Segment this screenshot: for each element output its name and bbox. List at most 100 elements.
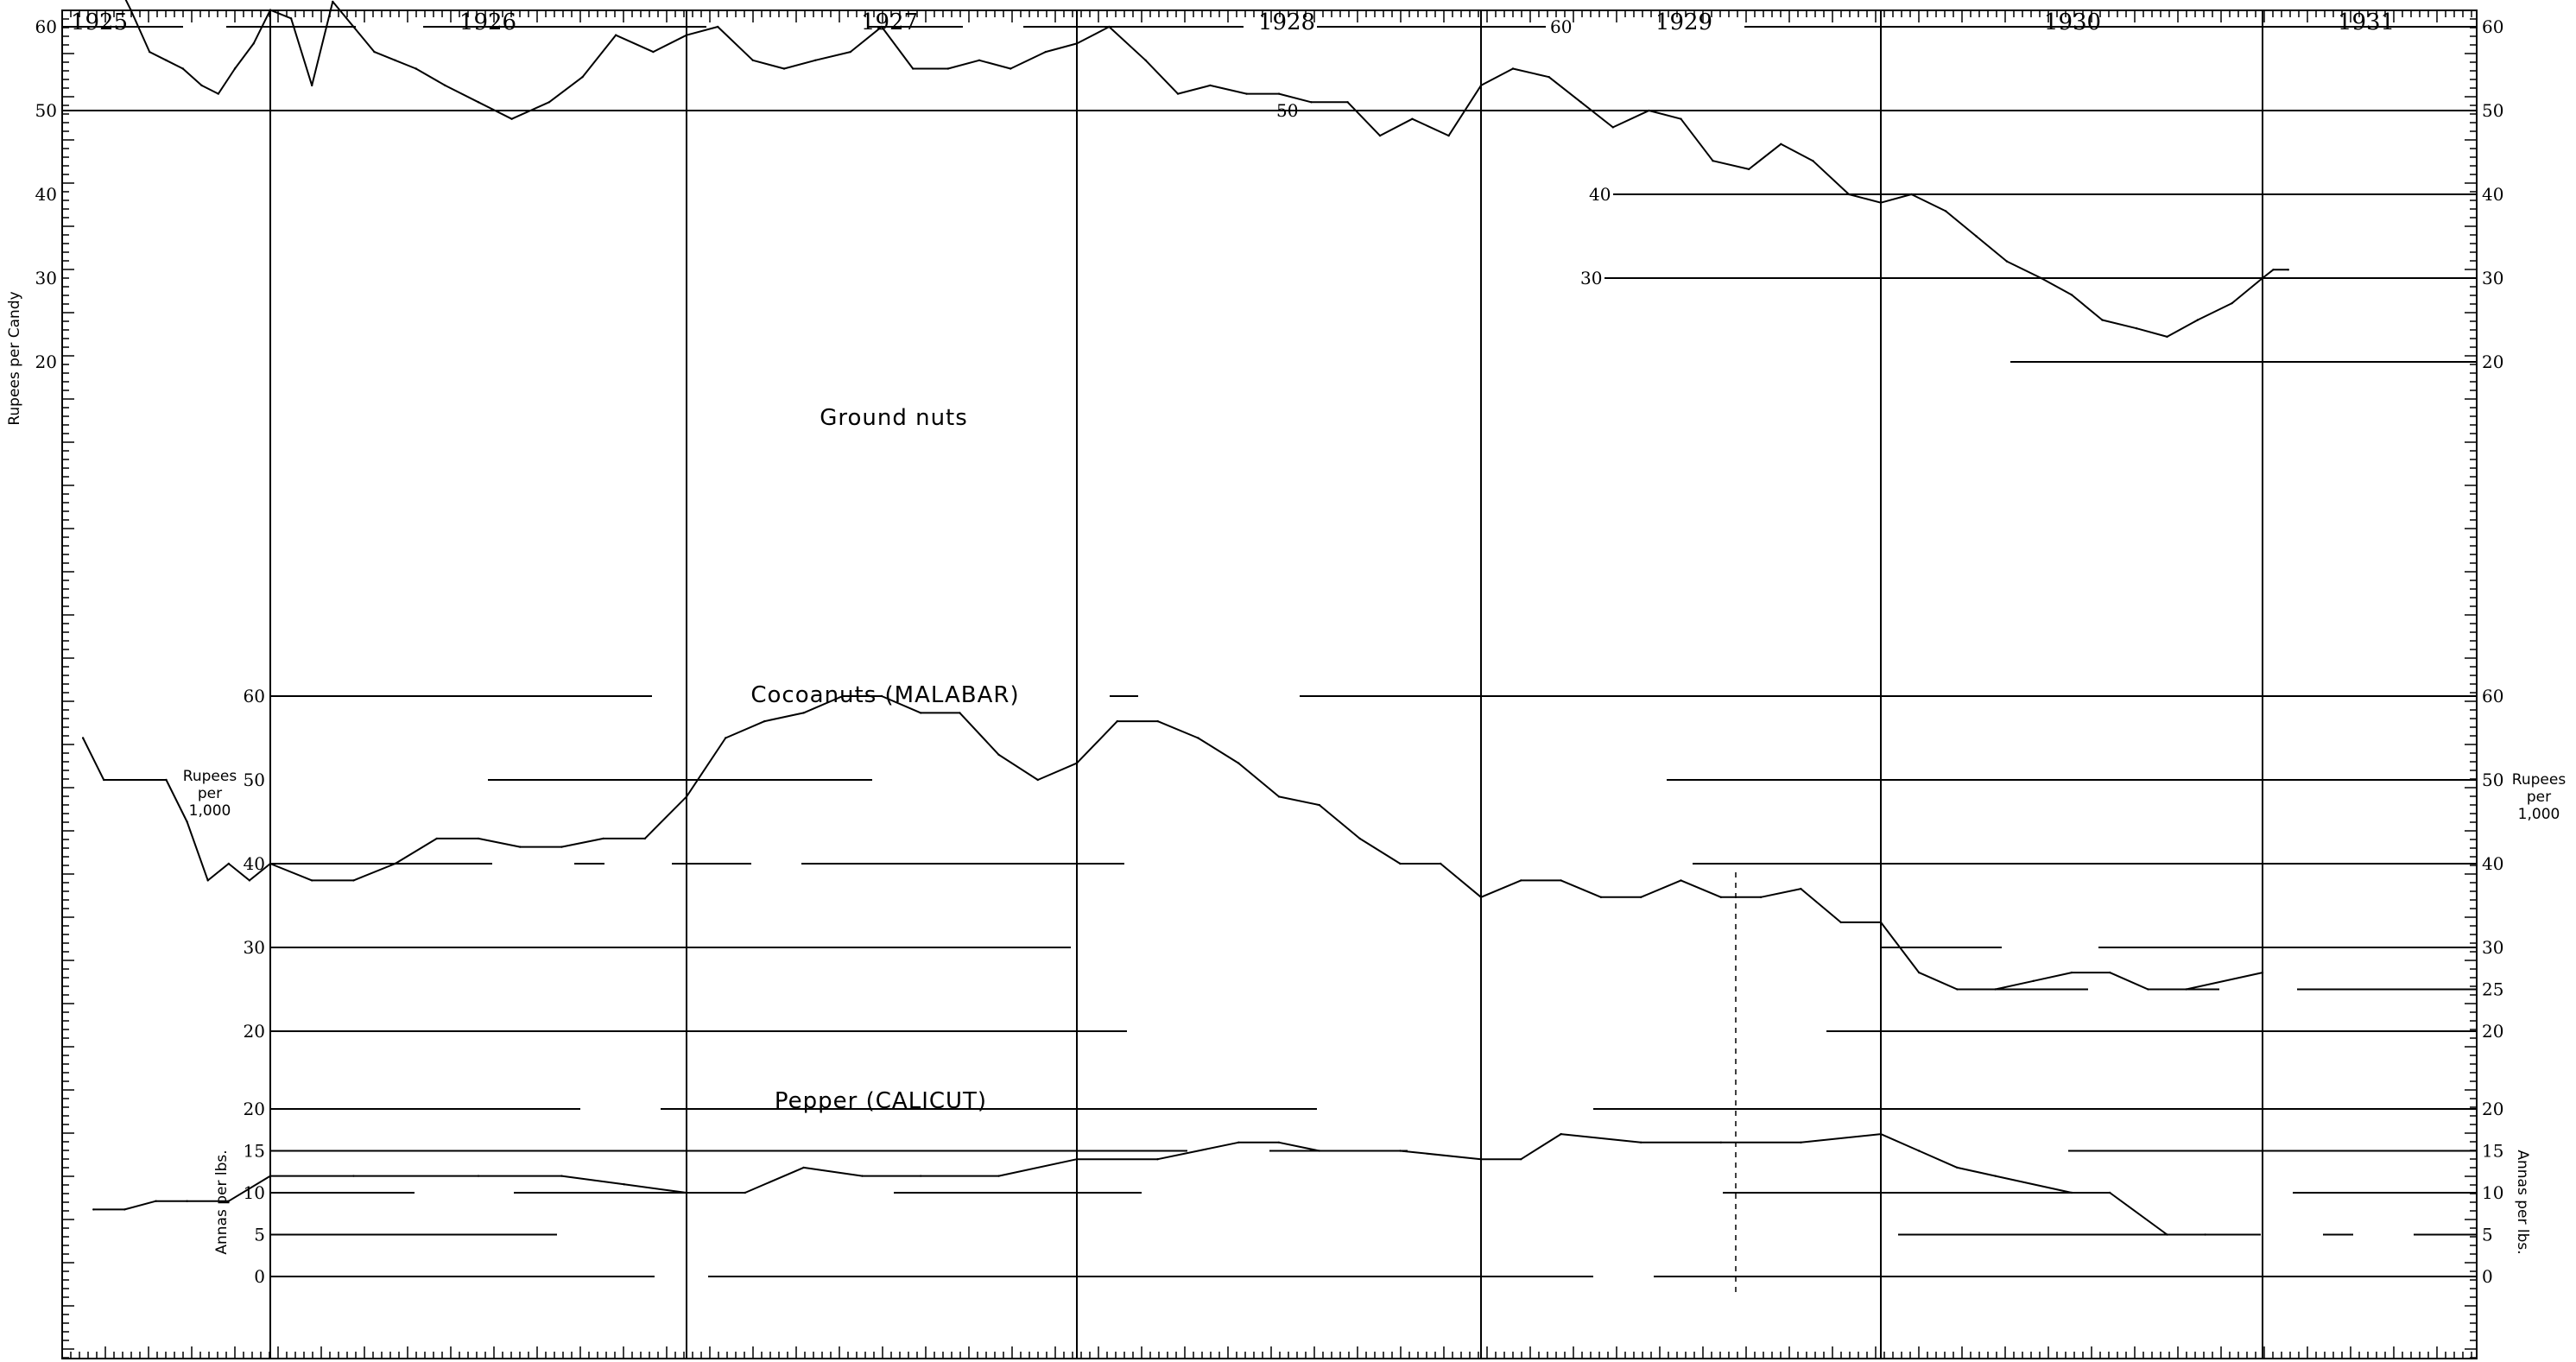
year-label-1930: 1930 (2044, 10, 2101, 35)
pepper-data-point (1479, 1158, 1483, 1161)
groundnuts-data-point (1044, 50, 1047, 54)
pepper-left-tick-label: 20 (244, 1099, 265, 1119)
cocoanuts-data-point (2070, 971, 2073, 974)
cocoanuts-data-point (1994, 988, 1997, 991)
pepper-data-point (2070, 1191, 2073, 1194)
cocoanuts-data-point (1759, 896, 1763, 899)
groundnuts-data-point (269, 9, 272, 11)
groundnuts-data-point (1310, 101, 1313, 104)
groundnuts-left-tick-label: 60 (35, 16, 57, 37)
groundnuts-inline-label-50: 50 (1276, 100, 1298, 121)
groundnuts-data-point (1812, 160, 1814, 162)
cocoanuts-data-point (602, 837, 604, 840)
groundnuts-data-point (782, 67, 786, 70)
groundnuts-data-point (200, 84, 203, 87)
horizontal-grid-lines (62, 26, 2477, 1277)
groundnuts-data-point (581, 76, 584, 79)
cocoanuts-data-point (248, 879, 251, 882)
groundnuts-y-axis-label: Rupees per Candy (6, 291, 23, 425)
pepper-right-tick-label: 15 (2482, 1141, 2503, 1162)
cocoanuts-data-point (959, 712, 961, 714)
pepper-data-point (2204, 1233, 2206, 1236)
pepper-data-point (1918, 1150, 1921, 1152)
pepper-data-point (1640, 1141, 1642, 1144)
groundnuts-right-tick-label: 20 (2482, 352, 2503, 372)
cocoanuts-data-point (1318, 803, 1321, 807)
pepper-data-point (1277, 1141, 1281, 1144)
cocoanuts-data-point (1277, 795, 1281, 798)
cocoanuts-title: Cocoanuts (MALABAR) (750, 682, 1019, 708)
pepper-left-tick-label: 15 (244, 1141, 265, 1162)
groundnuts-data-point (332, 0, 334, 3)
pepper-data-point (802, 1166, 805, 1169)
groundnuts-data-point (1479, 84, 1483, 87)
pepper-data-point (1560, 1132, 1562, 1136)
groundnuts-data-point (2166, 335, 2168, 339)
groundnuts-data-point (289, 17, 293, 20)
year-label-1931: 1931 (2338, 10, 2395, 35)
pepper-data-point (1719, 1141, 1723, 1144)
pepper-title: Pepper (CALICUT) (775, 1088, 987, 1114)
cocoanuts-data-point (1197, 737, 1199, 739)
pepper-data-point (1399, 1150, 1402, 1152)
groundnuts-data-point (880, 25, 883, 29)
groundnuts-inline-label-40: 40 (1589, 184, 1611, 205)
pepper-data-point (744, 1191, 746, 1194)
groundnuts-data-point (1879, 201, 1883, 204)
groundnuts-price-line (124, 0, 2288, 338)
cocoanuts-data-point (1640, 896, 1642, 899)
cocoanuts-left-tick-label: 50 (244, 770, 265, 790)
groundnuts-data-point (394, 59, 396, 62)
groundnuts-data-point (946, 67, 950, 70)
cocoanuts-data-point (1956, 988, 1959, 991)
cocoanuts-data-point (1075, 762, 1079, 764)
cocoanuts-data-point (560, 846, 563, 848)
year-label-1925: 1925 (71, 10, 128, 35)
pepper-data-point (997, 1175, 1000, 1177)
groundnuts-right-tick-label: 50 (2482, 100, 2503, 121)
pepper-data-point (352, 1175, 355, 1177)
groundnuts-title: Ground nuts (820, 405, 968, 431)
cocoanuts-data-point (1680, 879, 1682, 882)
groundnuts-data-point (1144, 59, 1147, 62)
cocoanuts-data-point (165, 778, 168, 782)
groundnuts-data-point (373, 50, 376, 54)
groundnuts-data-point (614, 34, 617, 36)
pepper-data-point (186, 1200, 188, 1202)
groundnuts-data-point (1847, 193, 1851, 196)
groundnuts-data-point (2005, 260, 2009, 263)
pepper-data-point (227, 1200, 230, 1202)
groundnuts-data-point (2070, 294, 2073, 296)
year-label-1927: 1927 (861, 10, 918, 35)
cocoanuts-y-axis-label-right: per (2527, 789, 2551, 806)
cocoanuts-data-point (1440, 862, 1442, 865)
pepper-data-point (1956, 1166, 1959, 1169)
cocoanuts-data-point (269, 862, 272, 865)
axis-tick-labels: 2030405060708020304050607080706050403020… (35, 16, 2567, 1287)
cocoanuts-y-axis-label-left: Rupees (183, 768, 237, 785)
groundnuts-data-point (1209, 84, 1212, 87)
cocoanuts-data-point (186, 820, 188, 823)
cocoanuts-data-point (1036, 778, 1040, 782)
cocoanuts-data-point (880, 694, 883, 698)
cocoanuts-data-point (1237, 762, 1240, 764)
cocoanuts-data-point (206, 879, 209, 882)
groundnuts-data-point (1611, 126, 1615, 129)
groundnuts-data-point (1579, 101, 1583, 104)
groundnuts-data-point (912, 67, 915, 70)
pepper-right-tick-label: 10 (2482, 1182, 2503, 1203)
groundnuts-data-point (1547, 76, 1550, 79)
cocoanuts-data-point (1156, 719, 1159, 723)
cocoanuts-y-axis-label-left: 1,000 (189, 802, 231, 820)
year-label-1928: 1928 (1258, 10, 1315, 35)
pepper-data-point (2166, 1233, 2168, 1236)
groundnuts-data-point (130, 9, 132, 11)
groundnuts-data-point (1010, 67, 1012, 70)
groundnuts-data-point (1245, 92, 1248, 95)
groundnuts-data-point (1176, 92, 1180, 95)
cocoanuts-data-point (997, 753, 1000, 757)
pepper-y-axis-label-right: Annas per lbs. (2514, 1150, 2531, 1254)
groundnuts-data-point (252, 42, 255, 45)
groundnuts-data-point (149, 50, 151, 54)
cocoanuts-data-point (1520, 879, 1522, 882)
